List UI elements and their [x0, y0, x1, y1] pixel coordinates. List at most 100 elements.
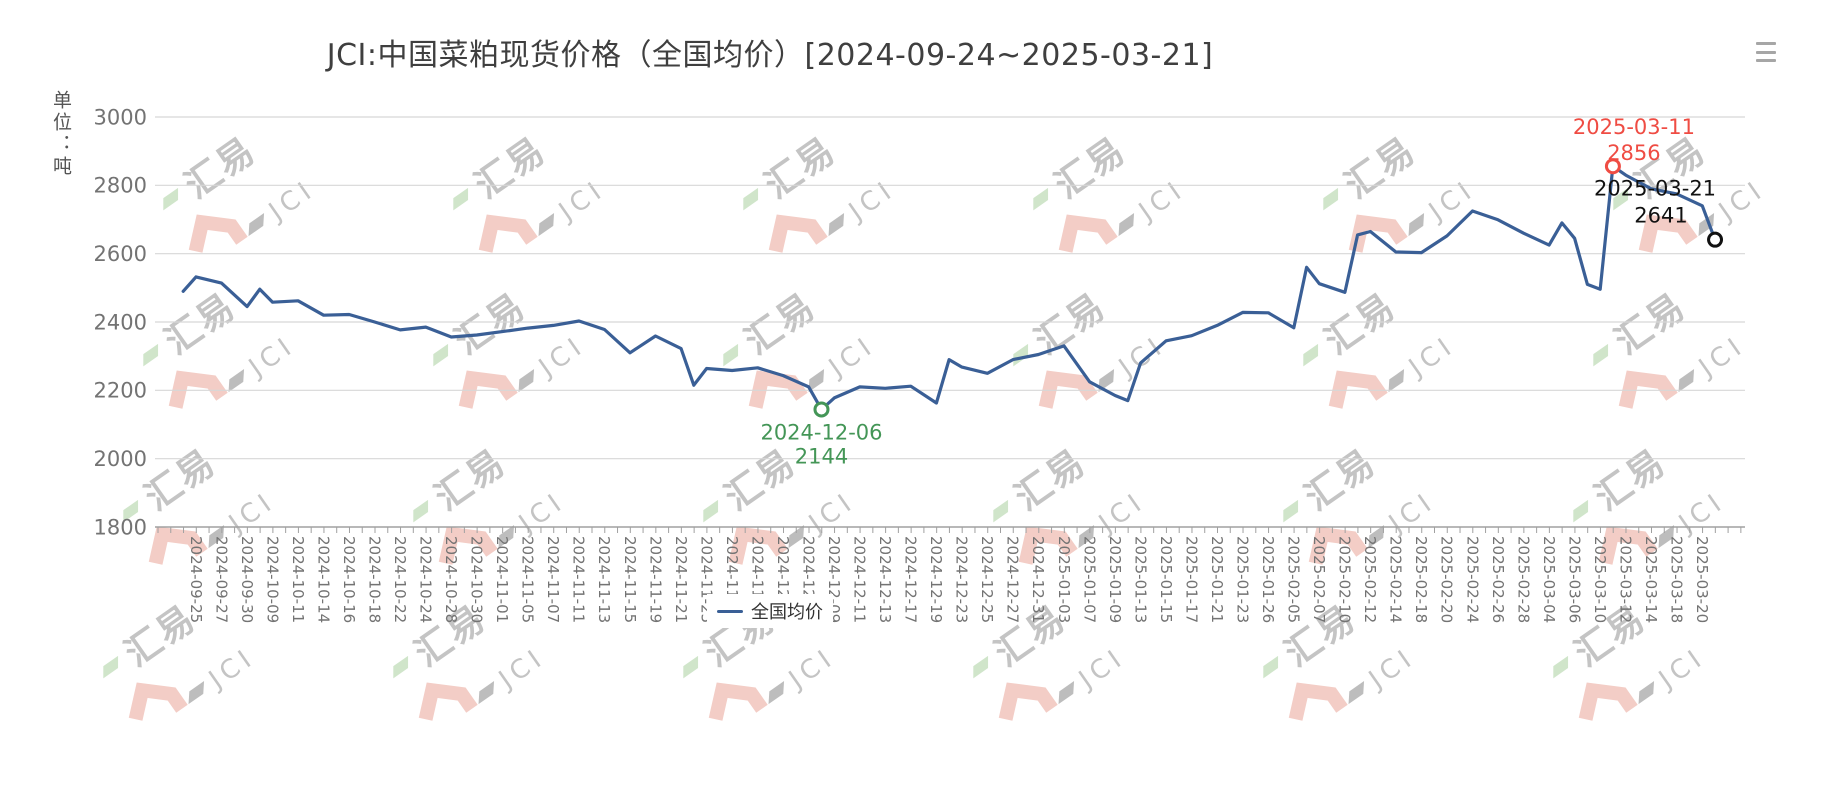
svg-text:JCI: JCI [532, 330, 591, 384]
x-tick-label: 2025-01-15 [1157, 536, 1175, 623]
x-tick-label: 2024-11-05 [519, 536, 537, 623]
jci-watermark-logo: 汇易 JCI [433, 286, 591, 409]
x-tick-label: 2025-03-20 [1693, 536, 1711, 623]
svg-text:汇易: 汇易 [138, 442, 224, 519]
y-axis-unit-label: 单位：吨 [50, 90, 72, 178]
y-tick-label: 2800 [94, 174, 147, 198]
svg-text:JCI: JCI [1132, 174, 1191, 228]
svg-text:JCI: JCI [1672, 486, 1731, 540]
y-tick-label: 1800 [94, 515, 147, 539]
svg-text:JCI: JCI [242, 330, 301, 384]
x-tick-label: 2024-12-13 [876, 536, 894, 623]
svg-text:2025-03-21: 2025-03-21 [1594, 177, 1716, 201]
max-point-marker[interactable] [1604, 158, 1621, 175]
svg-text:汇易: 汇易 [1008, 442, 1094, 519]
x-tick-label: 2025-03-04 [1540, 536, 1558, 623]
x-tick-label: 2025-03-06 [1565, 536, 1583, 623]
x-tick-label: 2025-01-09 [1106, 536, 1124, 623]
chart-legend: 全国均价 [0, 594, 1540, 628]
jci-watermark-logo: 汇易 JCI [743, 130, 901, 253]
svg-text:汇易: 汇易 [738, 286, 824, 363]
legend-line-swatch [717, 609, 743, 613]
svg-text:汇易: 汇易 [1028, 286, 1114, 363]
y-tick-label: 2000 [94, 447, 147, 471]
hamburger-bar [1756, 42, 1776, 45]
x-tick-label: 2024-11-15 [621, 536, 639, 623]
svg-text:JCI: JCI [262, 174, 321, 228]
x-tick-label: 2024-12-19 [927, 536, 945, 623]
jci-watermark-logo: 汇易 JCI [163, 130, 321, 253]
legend-item-national-average[interactable]: 全国均价 [707, 594, 833, 628]
svg-text:汇易: 汇易 [1298, 442, 1384, 519]
y-tick-label: 2400 [94, 310, 147, 334]
x-tick-label: 2024-09-25 [187, 536, 205, 623]
x-tick-label: 2025-03-12 [1616, 536, 1634, 623]
last-point-marker[interactable] [1707, 231, 1724, 248]
x-tick-label: 2024-12-27 [1004, 536, 1022, 623]
svg-text:汇易: 汇易 [158, 286, 244, 363]
svg-text:JCI: JCI [552, 174, 611, 228]
x-tick-label: 2025-02-10 [1336, 536, 1354, 623]
svg-text:2144: 2144 [795, 444, 848, 468]
svg-text:JCI: JCI [1422, 174, 1481, 228]
x-tick-label: 2024-12-31 [1029, 536, 1047, 623]
svg-text:汇易: 汇易 [1608, 286, 1694, 363]
svg-text:JCI: JCI [802, 486, 861, 540]
x-tick-label: 2024-10-22 [391, 536, 409, 623]
x-tick-label: 2024-11-11 [570, 536, 588, 623]
hamburger-bar [1756, 59, 1776, 62]
x-tick-label: 2025-02-07 [1310, 536, 1328, 623]
svg-text:汇易: 汇易 [448, 286, 534, 363]
x-tick-label: 2025-03-14 [1642, 536, 1660, 623]
y-tick-label: 2200 [94, 379, 147, 403]
svg-text:2856: 2856 [1607, 141, 1660, 165]
jci-watermark-logo: 汇易 JCI [1013, 286, 1171, 409]
x-tick-label: 2024-10-24 [417, 536, 435, 623]
svg-text:2025-03-11: 2025-03-11 [1573, 115, 1695, 139]
svg-text:JCI: JCI [842, 174, 901, 228]
jci-watermark-logo: 汇易 JCI [1033, 130, 1191, 253]
x-tick-label: 2024-10-30 [468, 536, 486, 623]
svg-text:JCI: JCI [1712, 174, 1771, 228]
x-tick-label: 2025-01-17 [1182, 536, 1200, 623]
x-tick-label: 2025-02-18 [1412, 536, 1430, 623]
svg-text:JCI: JCI [1402, 330, 1461, 384]
svg-text:JCI: JCI [492, 642, 551, 696]
min-point-marker[interactable] [813, 401, 830, 418]
x-axis-labels: 2024-09-25 2024-09-27 2024-09-30 2024-10-09… [187, 536, 1711, 623]
svg-text:JCI: JCI [1072, 642, 1131, 696]
x-tick-label: 2025-01-07 [1080, 536, 1098, 623]
y-tick-label: 3000 [94, 105, 147, 129]
chart-title: JCI:中国菜粕现货价格（全国均价）[2024-09-24~2025-03-21… [326, 38, 1214, 73]
y-tick-label: 2600 [94, 242, 147, 266]
last-annotation: 2025-03-21 2641 [1594, 177, 1716, 228]
hamburger-menu-icon[interactable] [1756, 40, 1778, 64]
jci-watermark-logo: 汇易 JCI [723, 286, 881, 409]
svg-text:JCI: JCI [1652, 642, 1711, 696]
svg-text:汇易: 汇易 [1338, 130, 1424, 207]
svg-text:汇易: 汇易 [1318, 286, 1404, 363]
gridlines [155, 116, 1745, 460]
svg-text:JCI: JCI [1382, 486, 1441, 540]
x-tick-label: 2025-02-14 [1387, 536, 1405, 623]
y-axis-labels: 3000 2800 2600 2400 2200 2000 1800 [94, 105, 147, 539]
x-tick-label: 2025-01-21 [1208, 536, 1226, 623]
x-tick-label: 2025-02-28 [1514, 536, 1532, 623]
x-tick-label: 2024-11-21 [672, 536, 690, 623]
jci-watermark-logo: 汇易 JCI [103, 598, 261, 721]
x-axis [155, 526, 1745, 533]
jci-watermark-logo: 汇易 JCI [143, 286, 301, 409]
legend-label: 全国均价 [751, 602, 823, 623]
x-tick-label: 2025-02-26 [1489, 536, 1507, 623]
x-tick-label: 2024-10-18 [365, 536, 383, 623]
x-tick-label: 2024-11-13 [595, 536, 613, 623]
svg-text:汇易: 汇易 [468, 130, 554, 207]
x-tick-label: 2024-12-25 [978, 536, 996, 623]
price-line-series[interactable] [181, 164, 1717, 412]
x-tick-label: 2025-01-03 [1055, 536, 1073, 623]
x-tick-label: 2024-10-28 [442, 536, 460, 623]
